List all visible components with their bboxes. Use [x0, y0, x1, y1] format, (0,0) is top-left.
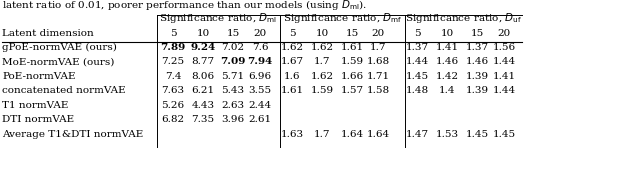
Text: 1.67: 1.67: [280, 57, 303, 66]
Text: MoE-normVAE (ours): MoE-normVAE (ours): [2, 57, 115, 66]
Text: 1.56: 1.56: [492, 43, 516, 52]
Text: 20: 20: [497, 29, 511, 38]
Text: 8.77: 8.77: [191, 57, 214, 66]
Text: 1.68: 1.68: [367, 57, 390, 66]
Text: 1.39: 1.39: [465, 72, 488, 81]
Text: 1.37: 1.37: [465, 43, 488, 52]
Text: 1.37: 1.37: [405, 43, 429, 52]
Text: Latent dimension: Latent dimension: [2, 29, 93, 38]
Text: 15: 15: [346, 29, 358, 38]
Text: 1.59: 1.59: [340, 57, 364, 66]
Text: 7.94: 7.94: [248, 57, 273, 66]
Text: 20: 20: [371, 29, 385, 38]
Text: gPoE-normVAE (ours): gPoE-normVAE (ours): [2, 43, 117, 52]
Text: 1.61: 1.61: [340, 43, 364, 52]
Text: 1.7: 1.7: [314, 57, 330, 66]
Text: Significance ratio, $D_{\mathrm{uf}}$: Significance ratio, $D_{\mathrm{uf}}$: [405, 11, 522, 25]
Text: 1.71: 1.71: [367, 72, 390, 81]
Text: 7.6: 7.6: [252, 43, 268, 52]
Text: 6.21: 6.21: [191, 87, 214, 96]
Text: 5.26: 5.26: [161, 101, 184, 110]
Text: 1.53: 1.53: [435, 130, 459, 139]
Text: 1.62: 1.62: [280, 43, 303, 52]
Text: Average T1&DTI normVAE: Average T1&DTI normVAE: [2, 130, 143, 139]
Text: 1.45: 1.45: [405, 72, 429, 81]
Text: 1.64: 1.64: [367, 130, 390, 139]
Text: 1.57: 1.57: [340, 87, 364, 96]
Text: 1.7: 1.7: [370, 43, 387, 52]
Text: 5: 5: [289, 29, 295, 38]
Text: 7.09: 7.09: [220, 57, 246, 66]
Text: 1.46: 1.46: [465, 57, 488, 66]
Text: 10: 10: [440, 29, 454, 38]
Text: 1.45: 1.45: [492, 130, 516, 139]
Text: Significance ratio, $D_{\mathrm{mf}}$: Significance ratio, $D_{\mathrm{mf}}$: [283, 11, 402, 25]
Text: 1.46: 1.46: [435, 57, 459, 66]
Text: 1.44: 1.44: [405, 57, 429, 66]
Text: 1.6: 1.6: [284, 72, 300, 81]
Text: 7.4: 7.4: [164, 72, 181, 81]
Text: 1.64: 1.64: [340, 130, 364, 139]
Text: 8.06: 8.06: [191, 72, 214, 81]
Text: 1.62: 1.62: [310, 43, 333, 52]
Text: 1.42: 1.42: [435, 72, 459, 81]
Text: 1.66: 1.66: [340, 72, 364, 81]
Text: concatenated normVAE: concatenated normVAE: [2, 87, 125, 96]
Text: 5.43: 5.43: [221, 87, 244, 96]
Text: DTI normVAE: DTI normVAE: [2, 116, 74, 125]
Text: 5.71: 5.71: [221, 72, 244, 81]
Text: 3.96: 3.96: [221, 116, 244, 125]
Text: 6.82: 6.82: [161, 116, 184, 125]
Text: 7.89: 7.89: [161, 43, 186, 52]
Text: 1.41: 1.41: [492, 72, 516, 81]
Text: 5: 5: [413, 29, 420, 38]
Text: 1.45: 1.45: [465, 130, 488, 139]
Text: 15: 15: [470, 29, 484, 38]
Text: 2.61: 2.61: [248, 116, 271, 125]
Text: 1.44: 1.44: [492, 57, 516, 66]
Text: 1.7: 1.7: [314, 130, 330, 139]
Text: Significance ratio, $D_{\mathrm{ml}}$: Significance ratio, $D_{\mathrm{ml}}$: [159, 11, 278, 25]
Text: 15: 15: [227, 29, 239, 38]
Text: 10: 10: [316, 29, 328, 38]
Text: 7.25: 7.25: [161, 57, 184, 66]
Text: 7.63: 7.63: [161, 87, 184, 96]
Text: 1.59: 1.59: [310, 87, 333, 96]
Text: 2.44: 2.44: [248, 101, 271, 110]
Text: 1.58: 1.58: [367, 87, 390, 96]
Text: 1.47: 1.47: [405, 130, 429, 139]
Text: 4.43: 4.43: [191, 101, 214, 110]
Text: 1.4: 1.4: [439, 87, 455, 96]
Text: T1 normVAE: T1 normVAE: [2, 101, 68, 110]
Text: 5: 5: [170, 29, 176, 38]
Text: 1.63: 1.63: [280, 130, 303, 139]
Text: 9.24: 9.24: [190, 43, 216, 52]
Text: 7.35: 7.35: [191, 116, 214, 125]
Text: 2.63: 2.63: [221, 101, 244, 110]
Text: latent ratio of 0.01, poorer performance than our models (using $D_{\mathrm{ml}}: latent ratio of 0.01, poorer performance…: [2, 0, 367, 12]
Text: 1.44: 1.44: [492, 87, 516, 96]
Text: 10: 10: [196, 29, 210, 38]
Text: 1.61: 1.61: [280, 87, 303, 96]
Text: 3.55: 3.55: [248, 87, 271, 96]
Text: 20: 20: [253, 29, 267, 38]
Text: PoE-normVAE: PoE-normVAE: [2, 72, 76, 81]
Text: 1.41: 1.41: [435, 43, 459, 52]
Text: 6.96: 6.96: [248, 72, 271, 81]
Text: 1.62: 1.62: [310, 72, 333, 81]
Text: 1.39: 1.39: [465, 87, 488, 96]
Text: 1.48: 1.48: [405, 87, 429, 96]
Text: 7.02: 7.02: [221, 43, 244, 52]
